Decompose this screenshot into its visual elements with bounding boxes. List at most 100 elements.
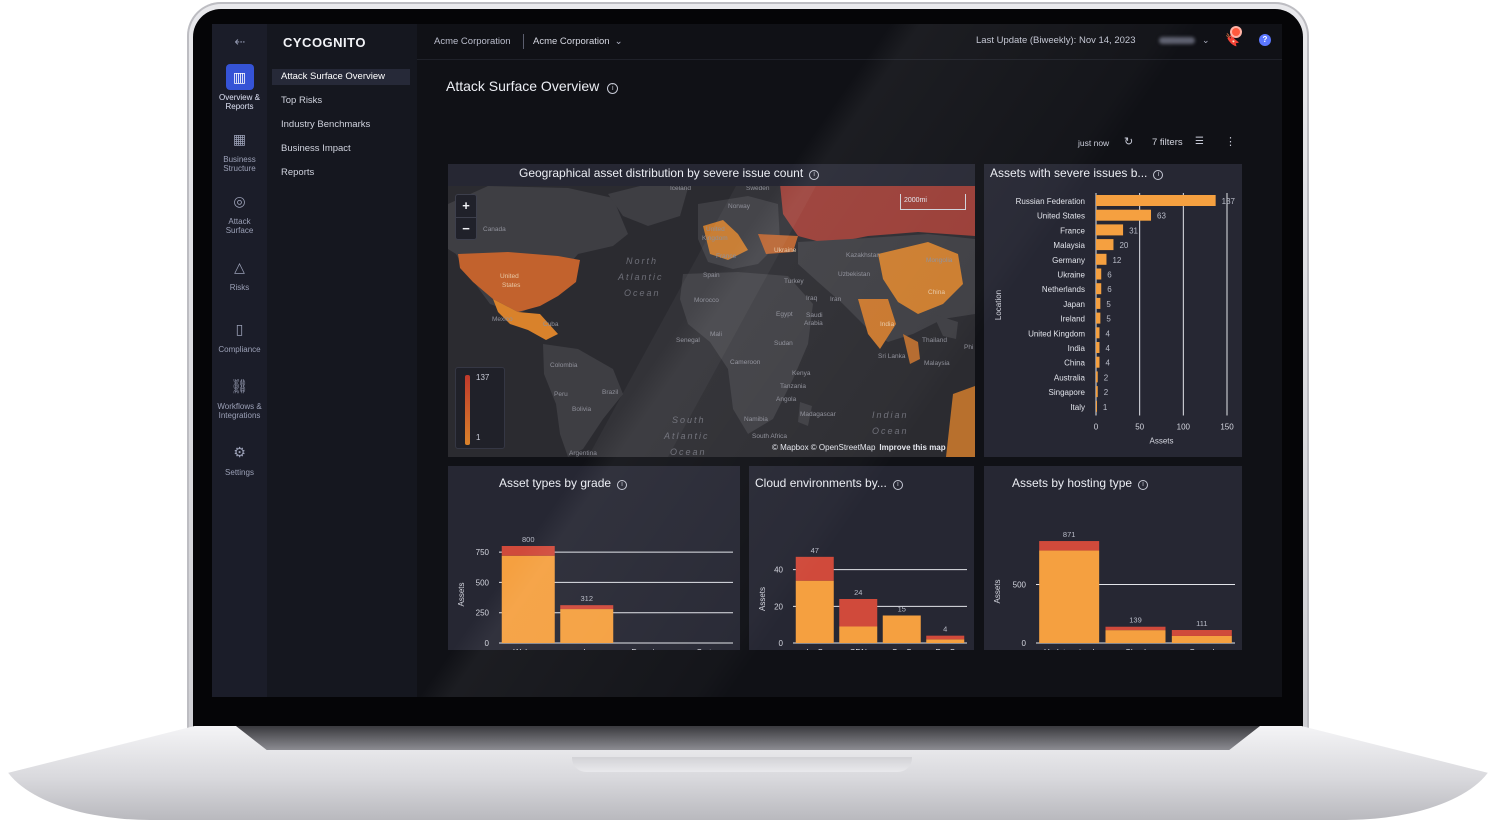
zoom-out-button[interactable]: − [462,221,470,236]
bar [1096,283,1102,295]
bar [1096,400,1097,412]
info-icon[interactable]: i [607,83,619,94]
location-bar-chart[interactable]: 0 50 100 150 Russian Federation 137 United Sta… [984,164,1242,457]
hosting-bar-chart[interactable]: 0500871Undetermined139Cloud111OwnedHosti… [984,466,1242,650]
subnav-attack-surface-overview[interactable]: Attack Surface Overview [272,69,410,85]
bar-segment [1105,626,1166,631]
brand-logo: CYCOGNITO [283,35,366,50]
rail-overview-reports[interactable]: ▥ Overview & Reports [212,64,267,111]
x-axis-label: Assets [1149,437,1173,446]
help-icon[interactable]: ? [1259,34,1271,46]
rail-settings[interactable]: ⚙ Settings [212,439,267,477]
country-label: Kingdom [702,235,728,242]
map-scale-bar: 2000mi [900,194,966,210]
data-label: 6 [1107,285,1112,294]
org-breadcrumb[interactable]: Acme Corporation [434,36,511,47]
info-icon[interactable]: i [617,480,628,490]
improve-map-link[interactable]: Improve this map [879,443,946,452]
more-options-icon[interactable]: ⋮ [1225,136,1236,148]
category-label: Cloud [1125,648,1146,650]
category-label: Australia [1054,373,1086,382]
document-check-icon: ▯ [235,321,244,337]
bar [1096,268,1102,280]
bar-segment [560,605,614,610]
collapse-arrow-icon[interactable]: ⇠ [234,34,246,49]
subnav-industry-benchmarks[interactable]: Industry Benchmarks [281,119,371,130]
org-selector-label: Acme Corporation [533,36,610,47]
country-label: Sri Lanka [878,353,906,360]
country-label: Iceland [670,185,691,192]
category-label: Domain [631,648,659,650]
category-label: SaaS [892,648,912,650]
cloud-chart-title: Cloud environments by... i [755,476,903,490]
grade-chart-panel: Asset types by grade i 0 250 500 750 800 Webap… [448,466,740,650]
refresh-icon[interactable]: ↻ [1124,136,1134,148]
country-label: United [706,226,725,233]
subnav-reports[interactable]: Reports [281,167,315,178]
world-map[interactable]: North Atlantic Ocean South Atlantic Ocea… [448,164,975,457]
zoom-in-button[interactable]: + [462,198,470,213]
country-label: Bolivia [572,406,592,413]
bar-segment [1039,550,1100,643]
filters-button[interactable]: 7 filters [1152,137,1183,148]
y-axis-label: Assets [457,582,466,606]
info-icon[interactable]: i [809,170,820,180]
category-label: Malaysia [1053,241,1085,250]
filter-icon[interactable]: ☰ [1195,136,1204,147]
category-label: Ip [583,648,590,650]
bar-segment [926,639,965,643]
category-label: United States [1037,212,1085,221]
hosting-chart-title-text: Assets by hosting type [1012,476,1133,490]
rail-compliance[interactable]: ▯ Compliance [212,316,267,354]
category-label: Cert [696,648,712,650]
rail-label: Surface [225,226,254,235]
rail-attack-surface[interactable]: ◎ Attack Surface [212,188,267,235]
rail-risks[interactable]: △ Risks [212,254,267,292]
bar [1096,342,1100,353]
org-selector[interactable]: Acme Corporation ⌄ [533,36,623,47]
ocean-label: Ocean [624,288,661,298]
country-label: Madagascar [800,411,837,418]
y-axis-label: Location [994,290,1003,320]
data-label: 12 [1112,256,1121,265]
bar-segment [560,609,614,643]
bar-chart-icon: ▥ [225,64,254,90]
grade-bar-chart[interactable]: 0 250 500 750 800 Webapp 312 Ip Domain Cert Asset … [448,466,740,650]
y-tick-label: 20 [774,602,783,611]
map-attribution: © Mapbox © OpenStreetMap Improve this map [772,443,946,452]
location-chart-title: Assets with severe issues b... i [990,166,1164,180]
bar [1096,239,1114,251]
legend-gradient [465,375,470,445]
rail-workflows-integrations[interactable]: ⛓ Workflows & Integrations [212,373,267,420]
bar [1096,297,1101,309]
rail-label: Business [223,155,256,164]
cloud-bar-chart[interactable]: 0204047IaaS24CDN15SaaS4PaaSEnvironmentAs… [749,466,974,650]
y-axis-label: Assets [758,587,767,611]
data-label: 63 [1157,212,1166,221]
category-label: Ireland [1061,315,1085,324]
chevron-down-icon: ⌄ [1202,35,1210,45]
subnav-top-risks[interactable]: Top Risks [281,95,323,106]
category-label: United Kingdom [1028,329,1085,338]
bar-segment [1105,630,1166,643]
bar [1096,312,1101,324]
rail-label: Risks [229,283,250,292]
subnav-business-impact[interactable]: Business Impact [281,143,351,154]
ocean-label: Ocean [670,447,707,457]
country-label: Morocco [694,297,719,304]
info-icon[interactable]: i [1153,170,1164,180]
rail-business-structure[interactable]: ▦ Business Structure [212,126,267,173]
country-label: Cuba [543,321,559,328]
info-icon[interactable]: i [892,480,903,490]
data-label: 139 [1129,616,1142,625]
bar-segment [926,635,965,640]
data-label: 2 [1104,373,1109,382]
bar [1096,224,1124,236]
map-zoom-control: + − [455,194,477,240]
notifications-bookmark-icon[interactable]: 🔖 [1225,33,1240,47]
info-icon[interactable]: i [1138,480,1149,490]
rail-label: Compliance [218,345,261,354]
user-menu[interactable]: ⌄ [1159,35,1210,47]
data-label: 4 [1105,329,1110,338]
